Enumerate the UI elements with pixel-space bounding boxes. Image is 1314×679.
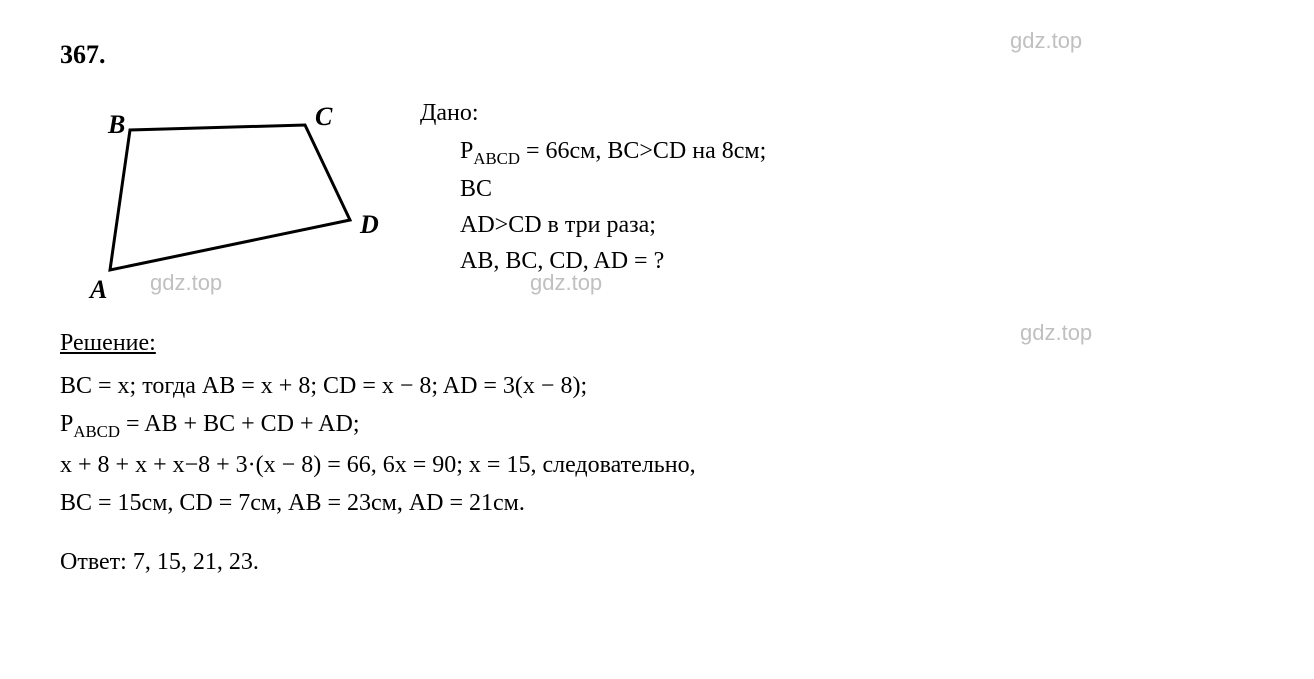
answer-text: 7, 15, 21, 23. [133,549,259,575]
given-line: AD>CD в три раза; [460,207,1254,243]
solution-line: PABCD = AB + BC + CD + AD; [60,405,1254,446]
answer-line: Ответ: 7, 15, 21, 23. [60,543,1254,581]
given-line: AB, BC, CD, AD = ? [460,243,1254,279]
solution-line: BC = x; тогда AB = x + 8; CD = x − 8; AD… [60,367,1254,405]
vertex-label-d: D [360,210,379,240]
solution-lines: BC = x; тогда AB = x + 8; CD = x − 8; AD… [60,367,1254,523]
given-line: PABCD = 66см, BC>CD на 8см; [460,133,1254,171]
given-line: BC [460,171,1254,207]
vertex-label-c: C [315,102,332,132]
solution-line: BC = 15см, CD = 7см, AB = 23см, AD = 21с… [60,484,1254,522]
top-section: A B C D Дано: PABCD = 66см, BC>CD на 8см… [60,90,1254,310]
solution-title: Решение: [60,330,1254,357]
vertex-label-a: A [90,275,107,305]
vertex-label-b: B [108,110,125,140]
solution-line: x + 8 + x + x−8 + 3·(x − 8) = 66, 6x = 9… [60,446,1254,484]
given-section: Дано: PABCD = 66см, BC>CD на 8см;BCAD>CD… [420,90,1254,279]
quadrilateral-diagram: A B C D [60,90,380,310]
given-lines: PABCD = 66см, BC>CD на 8см;BCAD>CD в три… [420,133,1254,279]
given-title: Дано: [420,100,1254,127]
answer-label: Ответ: [60,549,127,575]
problem-number: 367. [60,40,1254,70]
